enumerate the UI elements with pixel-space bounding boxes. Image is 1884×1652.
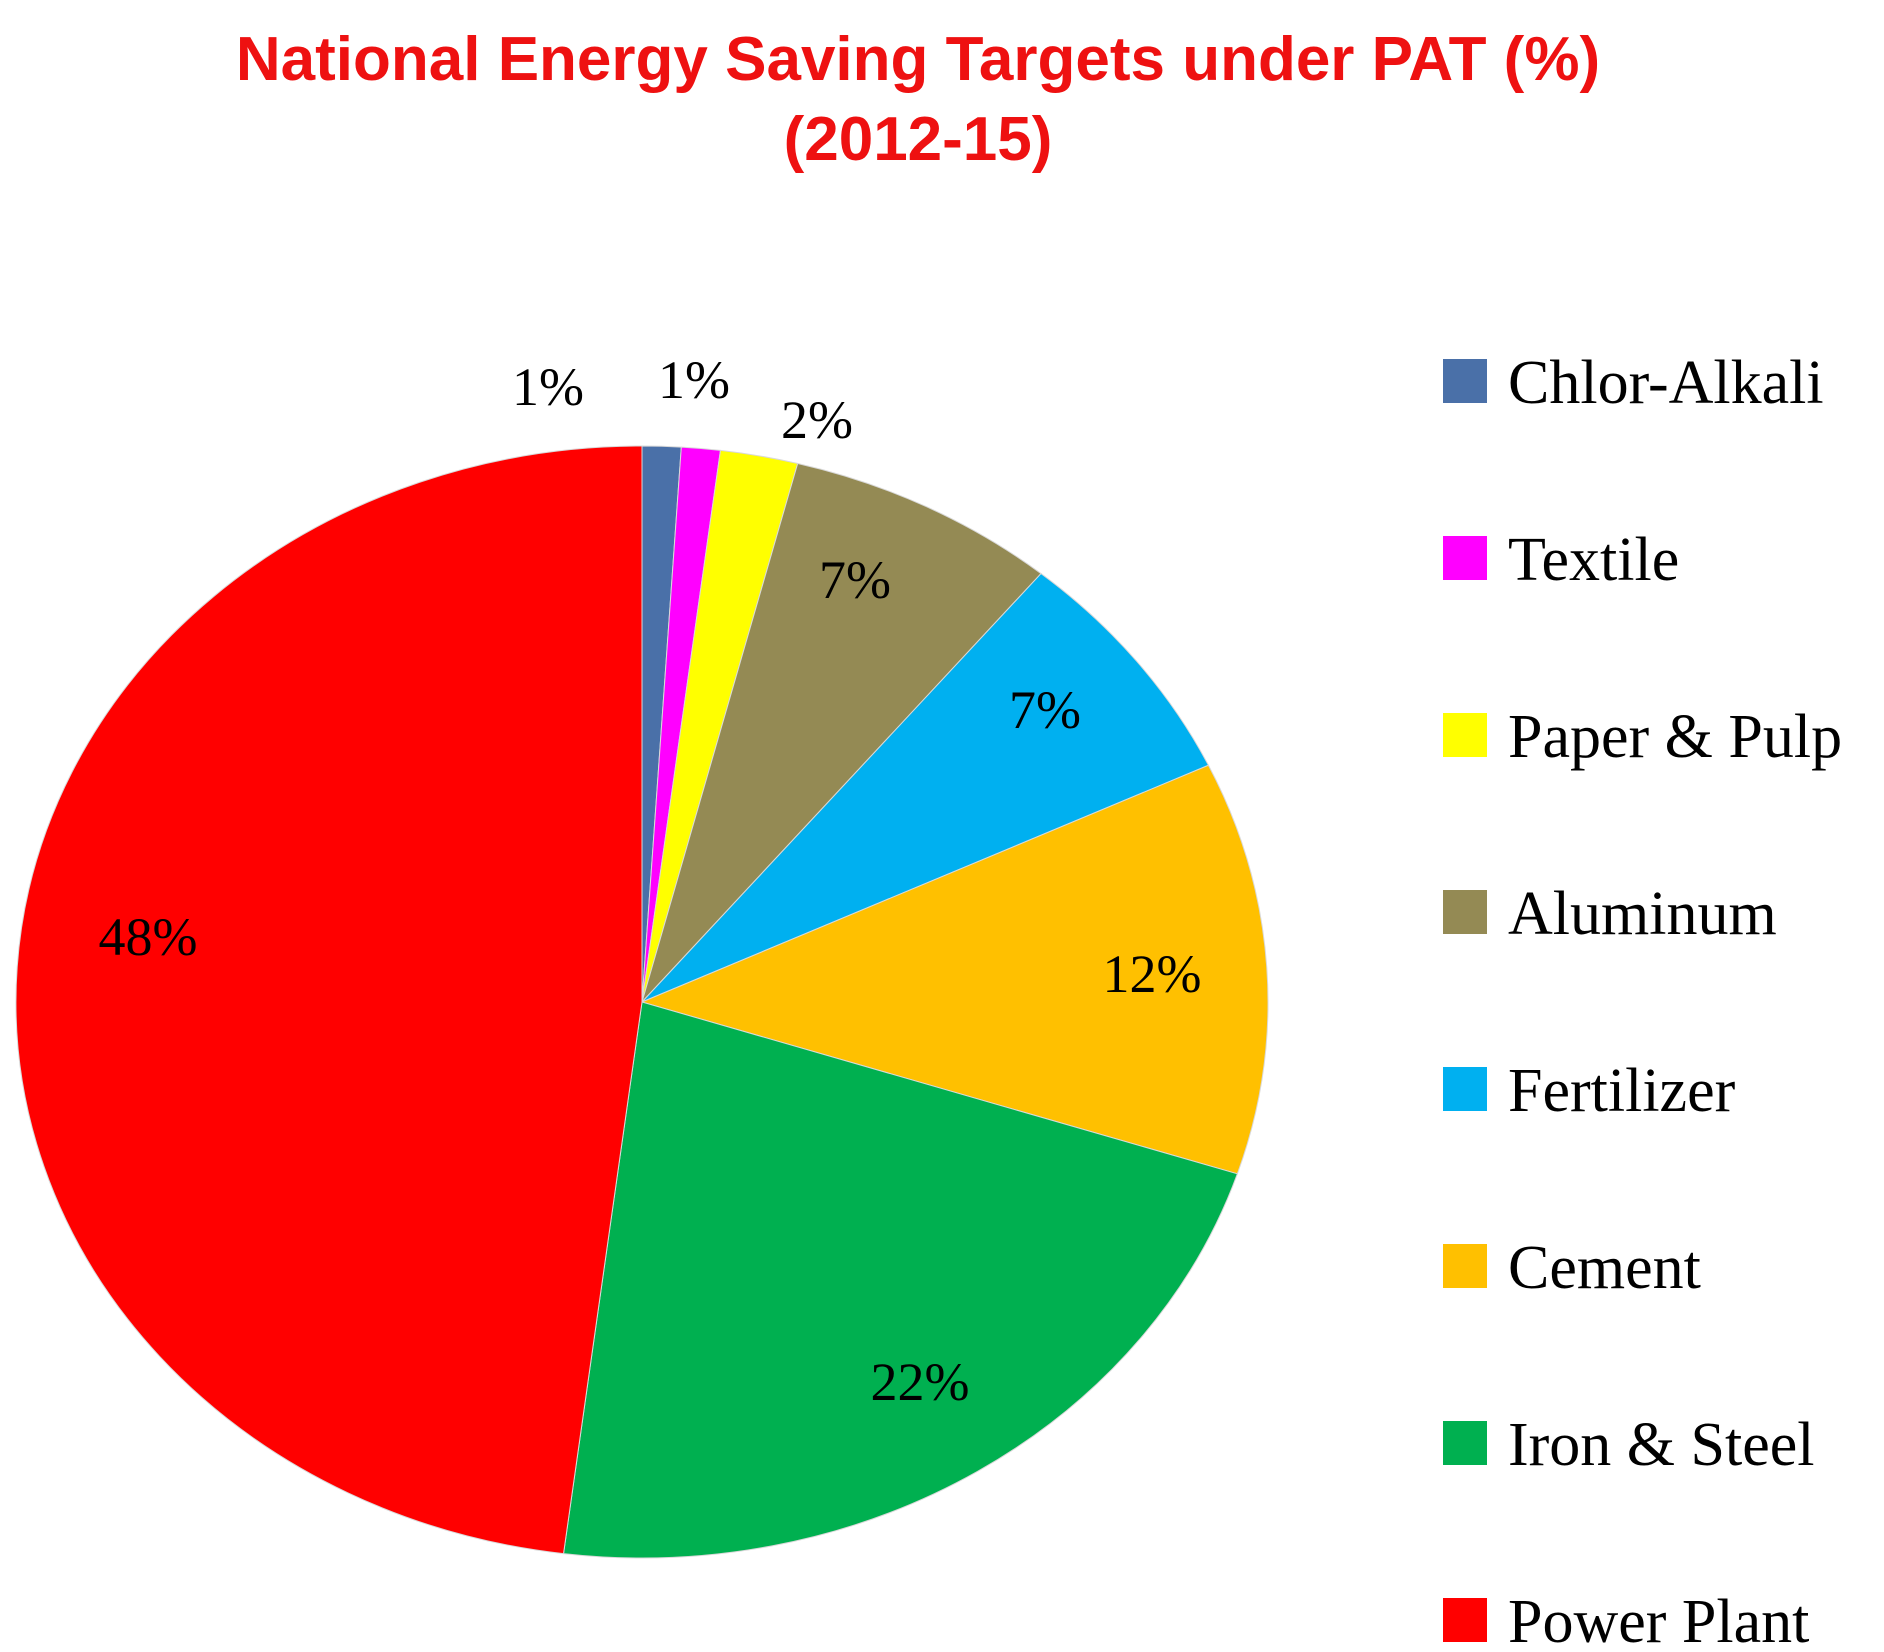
legend-label-power-plant: Power Plant <box>1508 1588 1809 1652</box>
legend-swatch-textile <box>1443 536 1487 580</box>
data-label-aluminum: 7% <box>819 550 891 610</box>
legend-swatch-chlor-alkali <box>1443 359 1487 403</box>
legend-swatch-iron-and-steel <box>1443 1421 1487 1465</box>
legend-item-iron-and-steel: Iron & Steel <box>1443 1411 1815 1479</box>
data-label-paper-and-pulp: 2% <box>781 390 853 450</box>
legend-label-iron-and-steel: Iron & Steel <box>1508 1411 1815 1479</box>
pie-slice-fertilizer <box>641 572 1210 1003</box>
legend-label-chlor-alkali: Chlor-Alkali <box>1508 349 1824 417</box>
data-label-textile: 1% <box>658 350 730 410</box>
legend-item-cement: Cement <box>1443 1234 1701 1302</box>
legend-item-power-plant: Power Plant <box>1443 1588 1809 1652</box>
pie-data-labels: 1% 1% 2% 7% 7% 12% 22% 48% <box>99 350 1202 1412</box>
legend-item-paper-and-pulp: Paper & Pulp <box>1443 703 1842 771</box>
legend-item-aluminum: Aluminum <box>1443 880 1777 948</box>
chart-title: National Energy Saving Targets under PAT… <box>236 25 1600 94</box>
pie-slices <box>15 445 1269 1559</box>
data-label-power-plant: 48% <box>99 907 198 967</box>
chart-subtitle: (2012-15) <box>784 105 1053 174</box>
legend-label-aluminum: Aluminum <box>1508 880 1777 948</box>
legend-label-fertilizer: Fertilizer <box>1508 1057 1736 1125</box>
legend-swatch-paper-and-pulp <box>1443 713 1487 757</box>
legend-label-paper-and-pulp: Paper & Pulp <box>1508 703 1842 771</box>
data-label-cement: 12% <box>1103 944 1202 1004</box>
data-label-iron-and-steel: 22% <box>871 1352 970 1412</box>
pie-slice-iron-and-steel <box>562 1001 1239 1559</box>
legend: Chlor-Alkali Textile Paper & Pulp Aluminum F… <box>1443 349 1842 1652</box>
legend-label-textile: Textile <box>1508 526 1679 594</box>
legend-swatch-aluminum <box>1443 890 1487 934</box>
data-label-fertilizer: 7% <box>1009 680 1081 740</box>
pie-slice-aluminum <box>641 462 1042 1003</box>
legend-swatch-fertilizer <box>1443 1067 1487 1111</box>
legend-swatch-power-plant <box>1443 1598 1487 1642</box>
pie-slice-cement <box>640 764 1269 1175</box>
legend-label-cement: Cement <box>1508 1234 1701 1302</box>
legend-item-chlor-alkali: Chlor-Alkali <box>1443 349 1824 417</box>
legend-item-textile: Textile <box>1443 526 1679 594</box>
data-label-chlor-alkali: 1% <box>512 357 584 417</box>
pie-slice-power-plant <box>15 445 643 1555</box>
legend-item-fertilizer: Fertilizer <box>1443 1057 1736 1125</box>
legend-swatch-cement <box>1443 1244 1487 1288</box>
